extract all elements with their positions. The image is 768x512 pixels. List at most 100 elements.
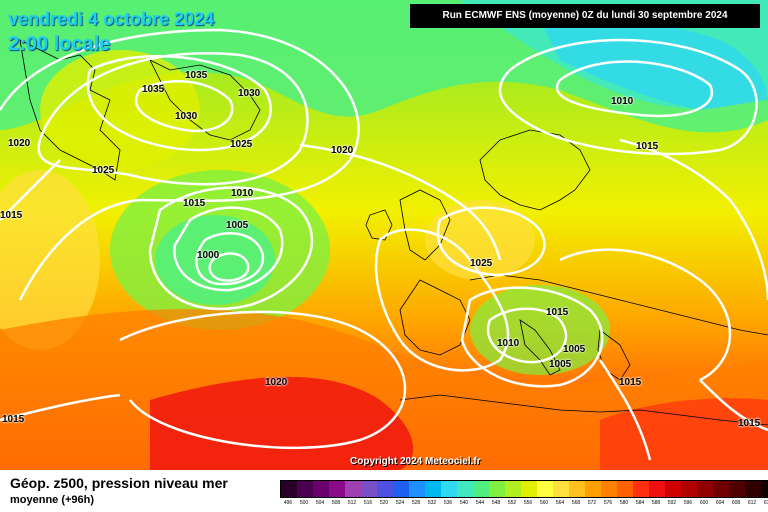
trough-core-atlantic [155, 215, 275, 305]
color-scale-legend [280, 480, 768, 498]
isobar-label: 1010 [611, 96, 634, 107]
coastline-scandinavia [479, 129, 591, 211]
isobar-label: 1005 [563, 344, 586, 355]
isobar-label: 1005 [549, 359, 572, 370]
legend-swatch [633, 481, 649, 497]
isobar-label: 1010 [231, 188, 254, 199]
copyright-notice: Copyright 2024 Meteociel.fr [350, 456, 481, 467]
legend-swatch [409, 481, 425, 497]
coastline-ireland [365, 209, 393, 241]
legend-swatch [425, 481, 441, 497]
coastline-europe-south [469, 274, 768, 336]
isobar-line-1015-balkans [559, 248, 732, 382]
coastline-greenland-east [149, 59, 261, 141]
legend-tick-label: 568 [571, 500, 581, 506]
legend-swatch [537, 481, 553, 497]
legend-tick-label: 504 [315, 500, 325, 506]
legend-tick-label: 552 [507, 500, 517, 506]
legend-tick-label: 584 [635, 500, 645, 506]
isobar-label: 1020 [265, 377, 288, 388]
parameter-subtitle: moyenne (+96h) [10, 494, 95, 506]
isobar-ring-1030 [86, 54, 272, 152]
isobar-line-1015-southeast [699, 379, 768, 432]
hot-core-azores [150, 376, 414, 470]
isobar-line-1015-southwest [0, 393, 121, 422]
coastline-greenland [19, 39, 121, 181]
legend-tick-label: 580 [619, 500, 629, 506]
legend-swatch [585, 481, 601, 497]
isobar-label: 1025 [92, 165, 115, 176]
legend-swatch [393, 481, 409, 497]
isobar-ring-1010-med [486, 307, 568, 364]
legend-swatch [457, 481, 473, 497]
coastline-iberia [399, 279, 471, 356]
legend-tick-label: 532 [427, 500, 437, 506]
isobar-ring-1005-med [460, 286, 604, 388]
legend-swatch [489, 481, 505, 497]
isobar-label: 1015 [0, 210, 23, 221]
isobar-label: 1015 [183, 198, 206, 209]
map-footer: Géop. z500, pression niveau mer moyenne … [0, 470, 768, 512]
legend-tick-label: 520 [379, 500, 389, 506]
legend-tick-label: 500 [299, 500, 309, 506]
legend-swatch [697, 481, 713, 497]
legend-tick-label: 588 [651, 500, 661, 506]
run-info-banner: Run ECMWF ENS (moyenne) 0Z du lundi 30 s… [410, 4, 760, 28]
legend-swatch [617, 481, 633, 497]
isobar-label: 1015 [636, 141, 659, 152]
legend-tick-label: 512 [347, 500, 357, 506]
isobar-label: 1015 [546, 307, 569, 318]
legend-swatch [521, 481, 537, 497]
isobar-line-1015-east [619, 138, 768, 301]
legend-swatch [761, 481, 768, 497]
isobar-line-1020-azores [119, 310, 407, 450]
legend-swatch [649, 481, 665, 497]
isobar-line-1015-west [0, 159, 61, 221]
legend-swatch [313, 481, 329, 497]
isobar-ring-1005 [195, 232, 265, 286]
isobar-label: 1025 [230, 139, 253, 150]
legend-swatch [665, 481, 681, 497]
geopotential-map [0, 0, 768, 470]
legend-swatch [713, 481, 729, 497]
isobar-label: 1015 [738, 418, 761, 429]
legend-tick-label: 496 [283, 500, 293, 506]
isobar-label: 1020 [331, 145, 354, 156]
legend-swatch [745, 481, 761, 497]
legend-swatch [297, 481, 313, 497]
coastlines [19, 39, 768, 426]
isobar-ring-1015 [148, 186, 314, 311]
parameter-title: Géop. z500, pression niveau mer [10, 475, 228, 491]
legend-swatch [601, 481, 617, 497]
isobar-label: 1035 [185, 70, 208, 81]
isobar-label: 1000 [197, 250, 220, 261]
legend-tick-label: 548 [491, 500, 501, 506]
isobar-ring-1010-scandinavia [555, 60, 714, 118]
legend-tick-label: 576 [603, 500, 613, 506]
legend-tick-label: 524 [395, 500, 405, 506]
legend-tick-label: 508 [331, 500, 341, 506]
legend-tick-label: 596 [683, 500, 693, 506]
valid-time-title: 2:00 locale [8, 33, 111, 55]
isobar-label: 1025 [470, 258, 493, 269]
coastline-balkans [597, 329, 631, 381]
isobar-ring-1025-france [436, 206, 546, 277]
color-scale-labels: 496 500 504 508 512 516 520 524 528 532 536 540 544 5… [280, 500, 768, 506]
legend-tick-label: 556 [523, 500, 533, 506]
legend-swatch [361, 481, 377, 497]
warm-pocket-west [0, 170, 100, 350]
legend-tick-label: 540 [459, 500, 469, 506]
legend-tick-label: 528 [411, 500, 421, 506]
isobar-label: 1020 [8, 138, 31, 149]
isobar-ring-1010 [173, 206, 284, 292]
legend-swatch [345, 481, 361, 497]
legend-swatch [505, 481, 521, 497]
legend-swatch [377, 481, 393, 497]
legend-tick-label: 564 [555, 500, 565, 506]
legend-tick-label: 560 [539, 500, 549, 506]
legend-swatch [329, 481, 345, 497]
isobar-label: 1030 [238, 88, 261, 99]
isobar-ring-1035 [134, 80, 234, 133]
legend-tick-label: 616 [763, 500, 768, 506]
legend-tick-label: 600 [699, 500, 709, 506]
